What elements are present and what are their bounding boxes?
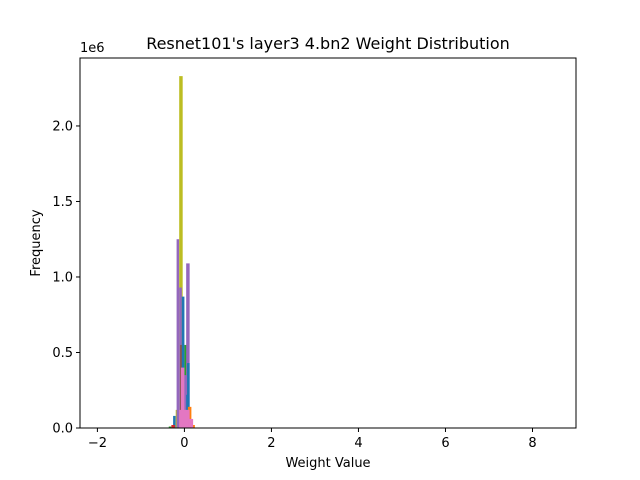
histogram-bar [173,415,176,428]
x-tick-label: 4 [354,436,362,451]
histogram-bar [184,375,188,428]
x-axis-ticks: −2 0 2 4 6 8 [88,428,537,451]
y-offset-label: 1e6 [80,41,105,56]
x-tick-label: 0 [180,436,188,451]
x-axis-label: Weight Value [285,456,370,471]
histogram-bar [168,426,172,428]
histogram-bar [176,239,180,428]
histogram-bar [181,296,185,428]
y-tick-label: 1.0 [52,270,73,285]
x-tick-label: 6 [441,436,449,451]
y-tick-label: 0.0 [52,422,73,437]
chart-title: Resnet101's layer3 4.bn2 Weight Distribu… [146,34,510,53]
histogram-bar [186,263,190,428]
histogram-bars [168,76,195,429]
x-tick-label: 8 [528,436,536,451]
histogram-bar [179,76,183,429]
plot-frame [79,57,577,429]
y-tick-label: 0.5 [52,346,73,361]
histogram-bar [179,409,190,428]
y-axis-ticks: 0.0 0.5 1.0 1.5 2.0 [52,119,80,437]
y-tick-label: 1.5 [52,195,73,210]
y-tick-label: 2.0 [52,119,73,134]
histogram-bar [188,418,194,428]
x-tick-label: −2 [88,436,107,451]
x-tick-label: 2 [267,436,275,451]
y-axis-label: Frequency [29,209,44,276]
histogram-bar [180,367,185,428]
histogram-bar [171,424,175,428]
